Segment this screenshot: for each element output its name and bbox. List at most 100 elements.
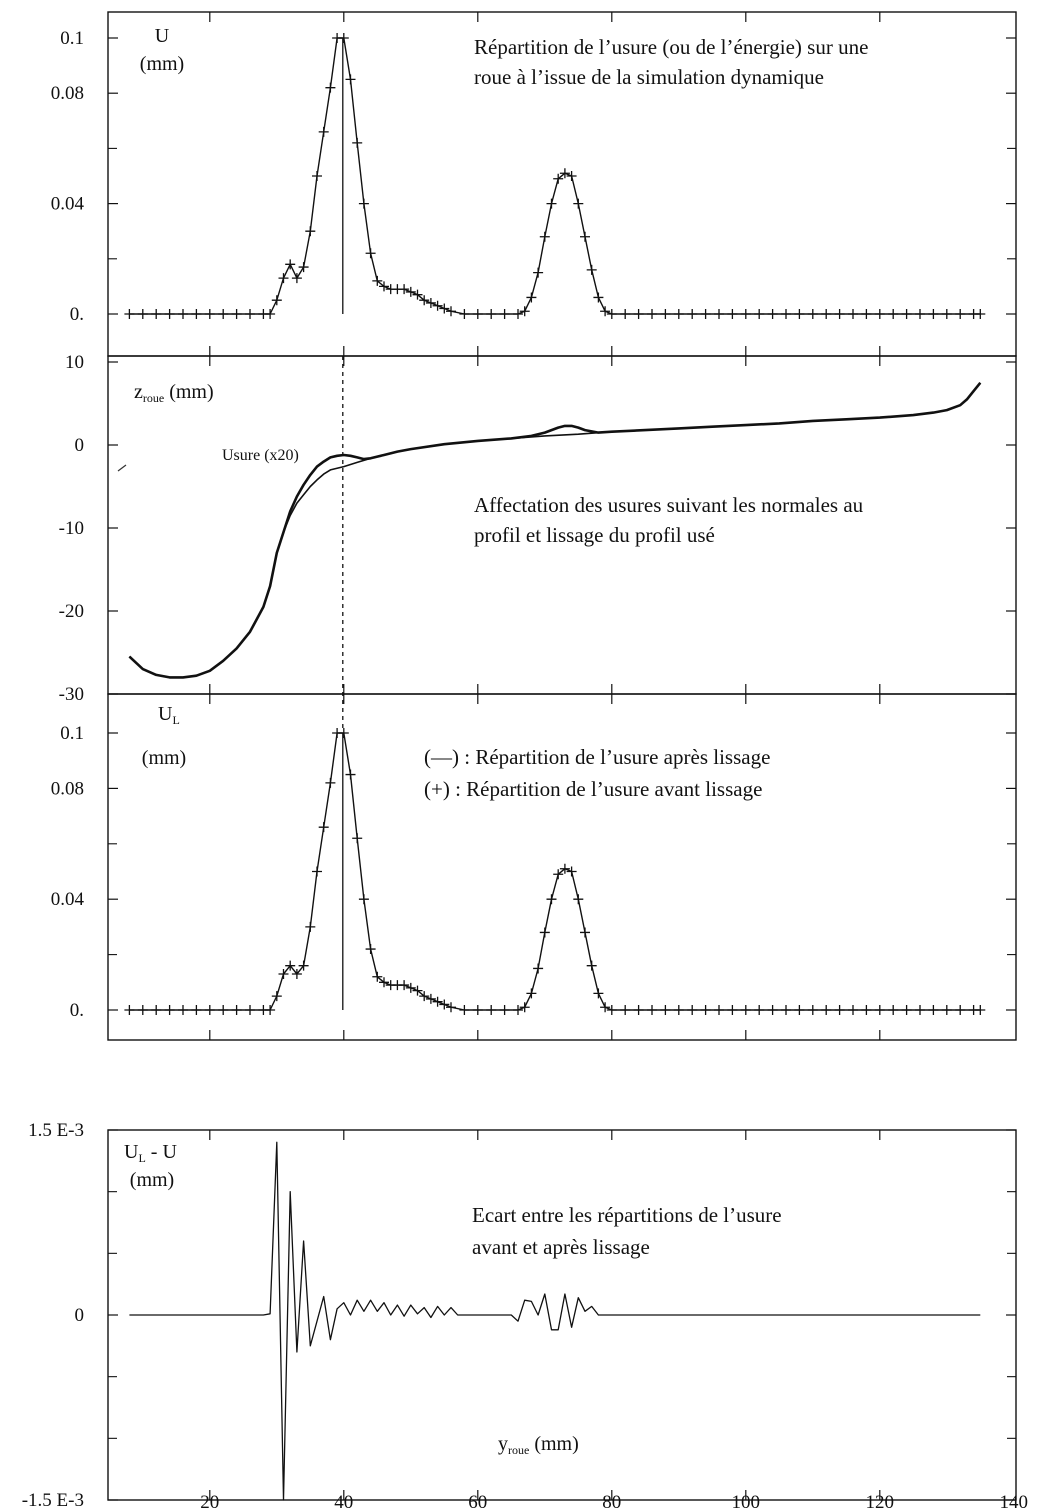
data-point-marker — [600, 1002, 611, 1013]
data-point-marker — [586, 264, 597, 275]
y-tick-labels: 0. 0.04 0.08 0.1 — [51, 28, 85, 325]
x-tick-label: 140 — [1000, 1492, 1029, 1512]
tick-marks — [108, 694, 1016, 1040]
data-point-marker — [231, 309, 242, 319]
y-tick-label: 0.04 — [51, 194, 85, 215]
data-point-marker — [807, 309, 818, 319]
data-point-marker — [137, 309, 148, 319]
data-point-marker — [137, 1005, 148, 1015]
data-point-marker — [700, 309, 711, 319]
data-point-marker — [446, 1002, 456, 1013]
data-point-marker — [606, 1005, 617, 1015]
data-point-marker — [204, 1005, 215, 1015]
data-point-marker — [794, 309, 805, 319]
data-point-marker — [580, 927, 590, 938]
data-point-marker — [767, 309, 778, 319]
data-point-marker — [278, 968, 289, 979]
panel-title-line-2: avant et après lissage — [472, 1235, 650, 1259]
data-point-marker — [566, 171, 577, 181]
data-point-marker — [412, 289, 423, 300]
data-point-marker — [338, 728, 349, 738]
data-point-marker — [901, 309, 912, 319]
data-point-marker — [941, 1005, 952, 1015]
data-point-marker — [687, 1005, 698, 1015]
data-point-marker — [425, 297, 436, 308]
y-tick-label: -30 — [59, 684, 84, 705]
data-point-marker — [727, 309, 738, 319]
data-point-marker — [486, 309, 497, 319]
data-point-marker — [660, 309, 671, 319]
panel-frame — [107, 693, 1017, 1041]
y-axis-title-line-1: UL - U — [124, 1141, 177, 1165]
data-point-marker — [848, 309, 858, 319]
data-point-marker — [767, 1005, 778, 1015]
data-point-marker — [291, 968, 302, 979]
y-tick-label: 0 — [75, 435, 85, 456]
y-tick-label: 1.5 E-3 — [28, 1120, 84, 1141]
data-point-marker — [533, 267, 544, 278]
data-point-marker — [405, 286, 416, 297]
data-point-marker — [861, 309, 872, 319]
data-point-marker — [379, 977, 389, 988]
data-point-marker — [486, 1005, 497, 1015]
y-axis-title-line-1: UL — [158, 703, 180, 727]
data-point-marker — [231, 1005, 242, 1015]
data-point-marker — [419, 991, 430, 1002]
data-point-marker — [754, 1005, 765, 1015]
data-point-marker — [124, 309, 135, 319]
data-point-marker — [975, 309, 986, 319]
data-point-marker — [673, 1005, 684, 1015]
data-point-marker — [399, 980, 410, 991]
series-layer — [124, 33, 986, 319]
data-point-marker — [425, 993, 436, 1004]
data-point-marker — [533, 963, 544, 974]
data-point-marker — [700, 1005, 711, 1015]
panel-wear-distribution: 0. 0.04 0.08 0.1 U (mm) Répartition de l’us… — [51, 11, 1017, 357]
data-point-marker — [439, 303, 450, 314]
data-point-marker — [714, 1005, 724, 1015]
data-point-marker — [955, 1005, 966, 1015]
data-point-marker — [245, 309, 255, 319]
y-tick-label: 10 — [65, 352, 84, 373]
data-point-marker — [647, 309, 657, 319]
y-tick-labels: -1.5 E-3 0 1.5 E-3 — [22, 1120, 84, 1511]
data-point-marker — [888, 309, 899, 319]
x-tick-label: 100 — [732, 1492, 761, 1512]
y-tick-labels: 0. 0.04 0.08 0.1 — [51, 723, 85, 1021]
legend-line-raw: (+) : Répartition de l’usure avant lissa… — [424, 777, 762, 801]
legend-line-smoothed: (—) : Répartition de l’usure après lissa… — [424, 745, 770, 769]
data-point-marker — [573, 198, 584, 209]
data-point-marker — [164, 1005, 175, 1015]
data-point-marker — [647, 1005, 657, 1015]
data-point-marker — [740, 309, 751, 319]
x-tick-label: 120 — [866, 1492, 895, 1512]
data-point-marker — [358, 198, 369, 209]
data-point-marker — [928, 309, 939, 319]
x-tick-label: 40 — [334, 1492, 353, 1512]
data-point-marker — [446, 306, 456, 317]
y-tick-label: 0.1 — [60, 723, 84, 744]
data-point-marker — [305, 226, 316, 237]
data-point-marker — [499, 309, 510, 319]
data-point-marker — [352, 833, 363, 844]
data-point-marker — [781, 1005, 791, 1015]
data-point-marker — [526, 292, 537, 303]
data-point-marker — [432, 300, 443, 311]
data-point-marker — [526, 988, 537, 999]
y-tick-label: -20 — [59, 601, 84, 622]
data-point-marker — [807, 1005, 818, 1015]
data-point-marker — [955, 309, 966, 319]
data-point-marker — [861, 1005, 872, 1015]
data-point-marker — [559, 863, 570, 874]
y-axis-title-line-2: (mm) — [140, 53, 184, 75]
data-point-marker — [553, 869, 564, 880]
data-point-marker — [499, 1005, 510, 1015]
panel-smoothed-wear: 0. 0.04 0.08 0.1 UL (mm) (—) : Répartition … — [51, 693, 1017, 1041]
data-point-marker — [124, 1005, 135, 1015]
y-axis-title-line-1: U — [155, 25, 170, 47]
data-point-marker — [513, 309, 523, 319]
data-point-marker — [539, 927, 550, 938]
series-line-0 — [129, 1141, 981, 1501]
data-point-marker — [419, 295, 430, 306]
y-axis-title-line-2: (mm) — [142, 747, 186, 769]
